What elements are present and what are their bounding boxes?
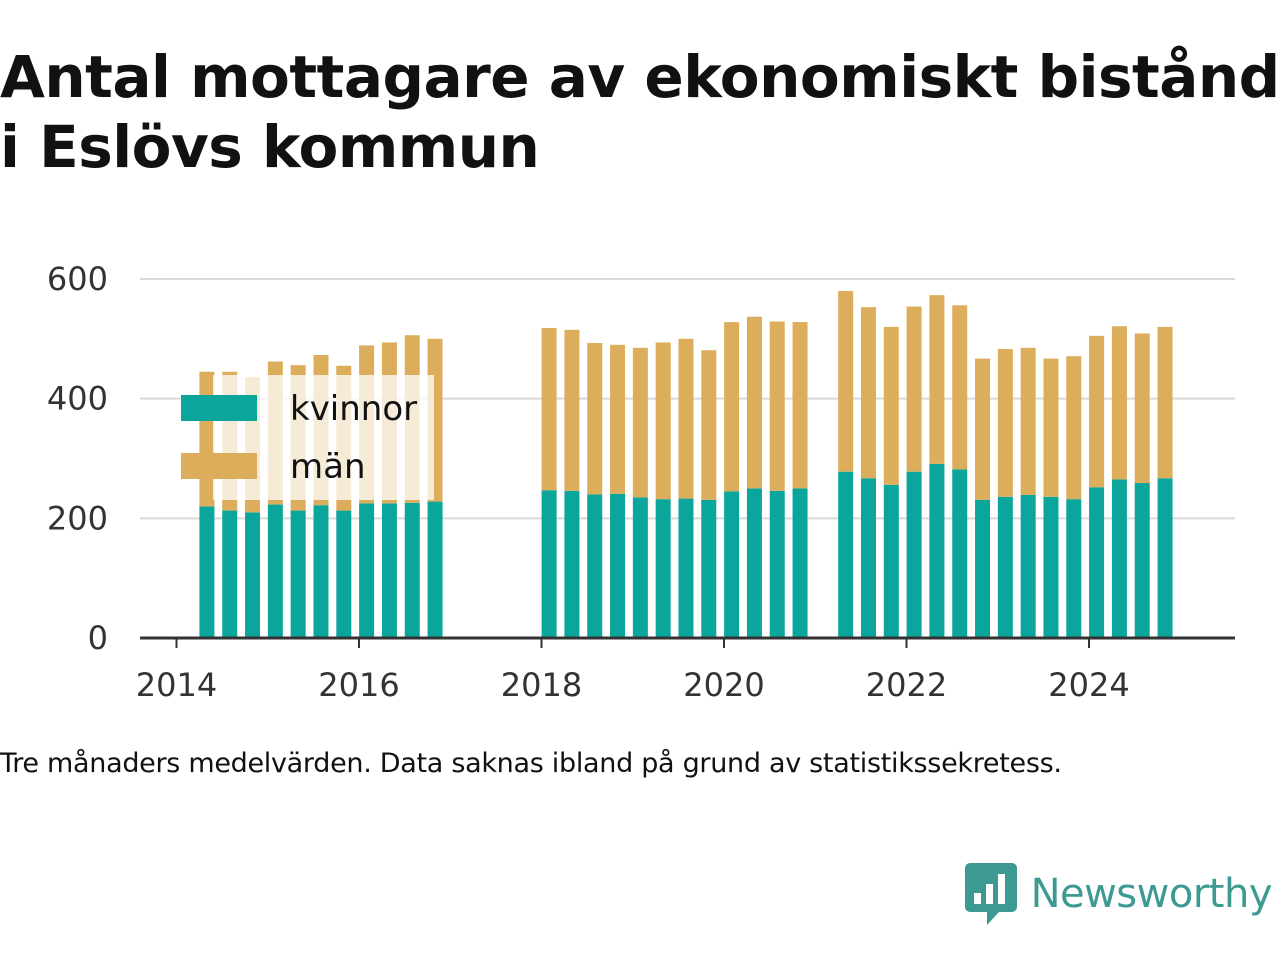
x-tick-label: 2024 xyxy=(1048,666,1129,704)
bar-man xyxy=(610,344,626,494)
bar-kvinnor xyxy=(952,469,968,638)
stacked-bar-chart: 0 200 400 600 2014 2016 2018 2020 2022 2024 kvin… xyxy=(47,260,1235,704)
bar-man xyxy=(746,316,762,489)
bar-man xyxy=(1157,326,1173,479)
bar-kvinnor xyxy=(336,510,352,638)
bar-kvinnor xyxy=(564,490,580,638)
bar-kvinnor xyxy=(1089,487,1105,638)
bar-kvinnor xyxy=(610,493,626,638)
y-tick-label: 600 xyxy=(47,260,108,298)
newsworthy-logo-icon xyxy=(964,863,1017,925)
bar-man xyxy=(792,322,808,489)
y-tick-label: 0 xyxy=(88,619,108,657)
x-tick-label: 2022 xyxy=(866,666,947,704)
bar-man xyxy=(860,307,876,479)
bar-kvinnor xyxy=(245,512,261,638)
bar-kvinnor xyxy=(724,491,740,638)
newsworthy-logo: Newsworthy xyxy=(964,862,1273,926)
bar-man xyxy=(1043,358,1059,497)
bar-kvinnor xyxy=(587,494,603,638)
chart-title: Antal mottagare av ekonomiskt bistånd i … xyxy=(0,43,1280,181)
bar-kvinnor xyxy=(860,478,876,638)
bar-man xyxy=(1089,335,1105,488)
bar-man xyxy=(975,358,991,500)
bar-kvinnor xyxy=(1043,496,1059,638)
legend: kvinnor män xyxy=(181,375,434,500)
bar-kvinnor xyxy=(267,504,283,638)
bar-kvinnor xyxy=(381,503,397,638)
bar-kvinnor xyxy=(975,499,991,638)
x-tick-label: 2014 xyxy=(136,666,217,704)
x-tick-label: 2018 xyxy=(501,666,582,704)
bar-man xyxy=(952,305,968,470)
bar-man xyxy=(1134,333,1150,484)
bar-kvinnor xyxy=(746,488,762,638)
bar-kvinnor xyxy=(838,471,854,638)
bar-man xyxy=(1066,356,1082,500)
bar-kvinnor xyxy=(632,497,648,638)
bar-man xyxy=(838,290,854,472)
bar-man xyxy=(997,349,1013,497)
bar-man xyxy=(769,321,785,491)
bar-kvinnor xyxy=(313,505,329,638)
bar-man xyxy=(632,347,648,498)
bar-man xyxy=(678,338,694,499)
bar-man xyxy=(199,371,215,507)
bar-kvinnor xyxy=(427,501,443,638)
bar-man xyxy=(883,326,899,485)
bar-kvinnor xyxy=(1020,494,1036,638)
bar-man xyxy=(1111,326,1127,480)
bar-kvinnor xyxy=(997,496,1013,638)
bar-kvinnor xyxy=(1111,479,1127,638)
bar-man xyxy=(564,329,580,491)
bar-kvinnor xyxy=(906,471,922,638)
y-axis-tick-labels: 0 200 400 600 xyxy=(47,260,108,657)
bar-kvinnor xyxy=(290,510,306,638)
bar-kvinnor xyxy=(792,488,808,638)
bar-man xyxy=(587,343,603,495)
bar-man xyxy=(906,306,922,472)
bar-man xyxy=(655,342,671,500)
bar-kvinnor xyxy=(222,510,238,638)
legend-swatch-man xyxy=(181,453,257,479)
bar-kvinnor xyxy=(655,499,671,638)
x-tick-label: 2016 xyxy=(318,666,399,704)
bar-man xyxy=(541,328,557,491)
bar-man xyxy=(724,322,740,492)
bar-kvinnor xyxy=(883,484,899,638)
x-axis xyxy=(140,636,1235,648)
bar-kvinnor xyxy=(1066,499,1082,638)
bar-kvinnor xyxy=(1134,483,1150,638)
bar-man xyxy=(701,350,717,500)
bar-kvinnor xyxy=(1157,478,1173,638)
bar-kvinnor xyxy=(199,506,215,638)
bar-kvinnor xyxy=(929,463,945,638)
footnote: Tre månaders medelvärden. Data saknas ib… xyxy=(0,748,1062,779)
bar-kvinnor xyxy=(769,490,785,638)
x-axis-tick-labels: 2014 2016 2018 2020 2022 2024 xyxy=(136,666,1130,704)
newsworthy-logo-text: Newsworthy xyxy=(1030,871,1273,917)
y-tick-label: 200 xyxy=(47,499,108,537)
x-tick-label: 2020 xyxy=(683,666,764,704)
legend-swatch-kvinnor xyxy=(181,395,257,421)
bar-man xyxy=(1020,347,1036,495)
legend-label-kvinnor: kvinnor xyxy=(290,389,417,429)
bar-kvinnor xyxy=(678,498,694,638)
bar-kvinnor xyxy=(404,502,420,638)
bar-man xyxy=(929,295,945,464)
y-tick-label: 400 xyxy=(47,380,108,418)
bar-kvinnor xyxy=(701,499,717,638)
bar-kvinnor xyxy=(359,503,375,638)
bar-kvinnor xyxy=(541,490,557,638)
legend-label-man: män xyxy=(290,447,366,487)
